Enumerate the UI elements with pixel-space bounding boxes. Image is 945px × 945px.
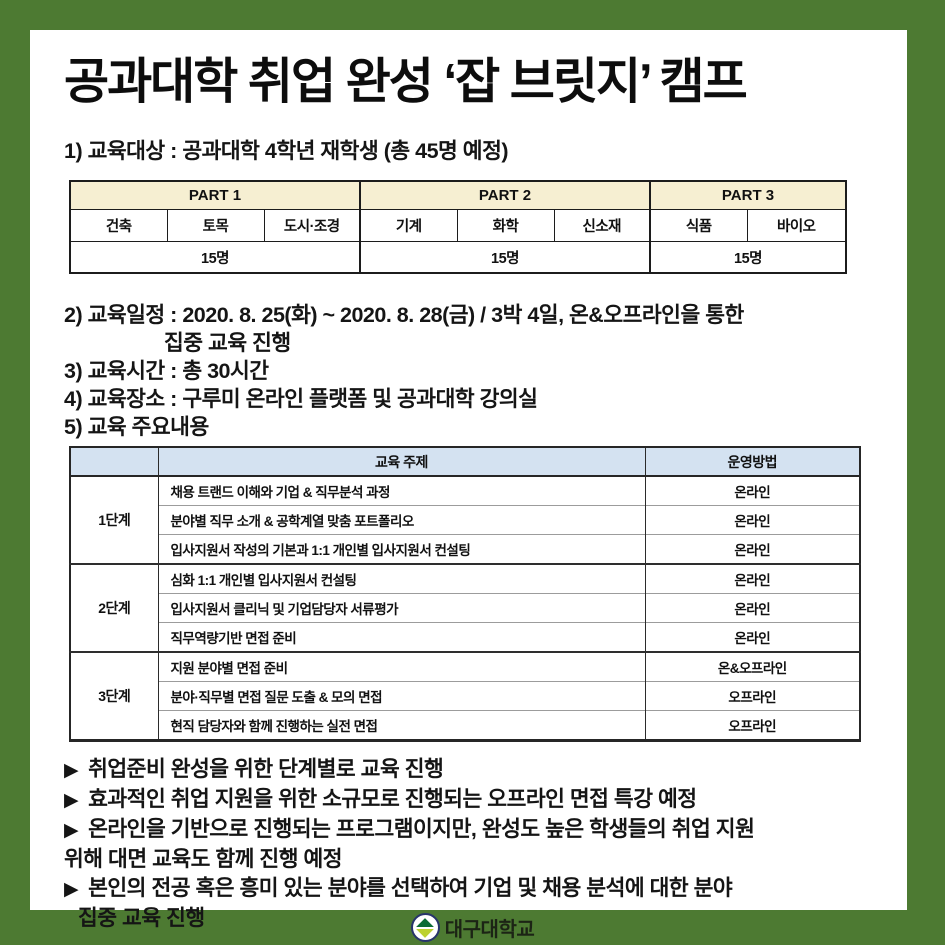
note-line-continuation: 위해 대면 교육도 함께 진행 예정 — [64, 847, 343, 871]
method-cell: 오프라인 — [644, 710, 861, 741]
topic-cell: 입사지원서 작성의 기본과 1:1 개인별 입사지원서 컨설팅 — [157, 534, 646, 564]
poster-content: 공과대학 취업 완성 ‘잡 브릿지’ 캠프 1) 교육대상 : 공과대학 4학년… — [30, 30, 907, 930]
triangle-bullet-icon: ▶ — [64, 790, 79, 811]
table-row: 현직 담당자와 함께 진행하는 실전 면접 오프라인 — [70, 710, 861, 741]
capacity-cell: 15명 — [359, 241, 651, 274]
major-cell: 건축 — [69, 209, 168, 242]
note-text: 온라인을 기반으로 진행되는 프로그램이지만, 완성도 높은 학생들의 취업 지… — [88, 817, 755, 841]
note-line: ▶ 본인의 전공 혹은 흥미 있는 분야를 선택하여 기업 및 채용 분석에 대한… — [64, 874, 883, 904]
info-item-main-content: 5) 교육 주요내용 — [64, 415, 209, 439]
parts-header-part2: PART 2 — [359, 180, 651, 210]
parts-majors-row: 건축 토목 도시·조경 기계 화학 신소재 식품 바이오 — [69, 209, 847, 242]
triangle-bullet-icon: ▶ — [64, 820, 79, 841]
method-cell: 온라인 — [644, 622, 861, 652]
info-item-schedule-cont: 집중 교육 진행 — [164, 331, 291, 355]
topic-cell: 채용 트랜드 이해와 기업 & 직무분석 과정 — [157, 475, 646, 506]
method-cell: 온라인 — [644, 563, 861, 594]
note-line: ▶ 온라인을 기반으로 진행되는 프로그램이지만, 완성도 높은 학생들의 취업 … — [64, 815, 883, 845]
topic-cell: 분야별 직무 소개 & 공학계열 맞춤 포트폴리오 — [157, 505, 646, 535]
curriculum-header-row: 교육 주제 운영방법 — [69, 447, 861, 477]
stage-cell: 1단계 — [69, 475, 159, 564]
university-emblem-icon — [410, 913, 440, 942]
table-row: 입사지원서 클리닉 및 기업담당자 서류평가 온라인 — [70, 593, 861, 623]
method-header-cell: 운영방법 — [644, 447, 861, 477]
university-name: 대구대학교 — [444, 919, 535, 941]
footer: 대구대학교 — [0, 910, 945, 945]
table-row: 분야·직무별 면접 질문 도출 & 모의 면접 오프라인 — [70, 681, 861, 711]
note-line-continuation: 집중 교육 진행 — [78, 906, 205, 930]
method-cell: 온라인 — [644, 593, 861, 623]
table-row: 2단계 심화 1:1 개인별 입사지원서 컨설팅 온라인 — [69, 563, 861, 652]
capacity-cell: 15명 — [69, 241, 361, 274]
major-cell: 기계 — [359, 209, 458, 242]
info-item-hours: 3) 교육시간 : 총 30시간 — [64, 359, 269, 383]
info-item-target: 1) 교육대상 : 공과대학 4학년 재학생 (총 45명 예정) — [64, 139, 509, 163]
note-text: 효과적인 취업 지원을 위한 소규모로 진행되는 오프라인 면접 특강 예정 — [88, 787, 697, 811]
parts-table: PART 1 PART 2 PART 3 건축 토목 도시·조경 기계 화학 신… — [69, 180, 848, 274]
parts-header-part3: PART 3 — [648, 180, 847, 210]
stage-header-cell — [69, 447, 159, 477]
emblem-diamond-shape — [415, 917, 436, 938]
major-cell: 신소재 — [553, 209, 651, 242]
note-line: ▶ 효과적인 취업 지원을 위한 소규모로 진행되는 오프라인 면접 특강 예정 — [64, 785, 883, 815]
topic-cell: 직무역량기반 면접 준비 — [157, 622, 646, 652]
note-text: 본인의 전공 혹은 흥미 있는 분야를 선택하여 기업 및 채용 분석에 대한 … — [88, 876, 733, 900]
notes-section: ▶ 취업준비 완성을 위한 단계별로 교육 진행 ▶ 효과적인 취업 지원을 위한 … — [64, 755, 883, 933]
major-cell: 도시·조경 — [263, 209, 361, 242]
note-line: ▶ 취업준비 완성을 위한 단계별로 교육 진행 — [64, 755, 883, 785]
triangle-bullet-icon: ▶ — [64, 760, 79, 781]
table-row: 3단계 지원 분야별 면접 준비 온&오프라인 — [69, 651, 861, 741]
info-item-location: 4) 교육장소 : 구루미 온라인 플랫폼 및 공과대학 강의실 — [64, 387, 538, 411]
stage-cell: 3단계 — [69, 651, 159, 741]
table-row: 1단계 채용 트랜드 이해와 기업 & 직무분석 과정 온라인 — [69, 475, 861, 564]
capacity-cell: 15명 — [648, 241, 847, 274]
table-row: 입사지원서 작성의 기본과 1:1 개인별 입사지원서 컨설팅 온라인 — [70, 534, 861, 564]
triangle-bullet-icon: ▶ — [64, 879, 79, 900]
major-cell: 토목 — [166, 209, 265, 242]
topic-cell: 지원 분야별 면접 준비 — [157, 651, 646, 682]
info-item-schedule: 2) 교육일정 : 2020. 8. 25(화) ~ 2020. 8. 28(금… — [64, 303, 744, 327]
topic-header-cell: 교육 주제 — [157, 447, 646, 477]
method-cell: 온&오프라인 — [644, 651, 861, 682]
method-cell: 온라인 — [644, 505, 861, 535]
stage-cell: 2단계 — [69, 563, 159, 652]
major-cell: 식품 — [649, 209, 748, 242]
table-row: 분야별 직무 소개 & 공학계열 맞춤 포트폴리오 온라인 — [70, 505, 861, 535]
parts-header-part1: PART 1 — [69, 180, 361, 210]
method-cell: 온라인 — [644, 534, 861, 564]
topic-cell: 심화 1:1 개인별 입사지원서 컨설팅 — [157, 563, 646, 594]
topic-cell: 현직 담당자와 함께 진행하는 실전 면접 — [157, 710, 646, 741]
major-cell: 화학 — [456, 209, 555, 242]
parts-header-row: PART 1 PART 2 PART 3 — [69, 180, 847, 210]
note-text: 취업준비 완성을 위한 단계별로 교육 진행 — [88, 757, 444, 781]
major-cell: 바이오 — [746, 209, 847, 242]
curriculum-table: 교육 주제 운영방법 1단계 채용 트랜드 이해와 기업 & 직무분석 과정 온… — [69, 446, 861, 742]
table-row: 직무역량기반 면접 준비 온라인 — [70, 622, 861, 652]
topic-cell: 입사지원서 클리닉 및 기업담당자 서류평가 — [157, 593, 646, 623]
page-title: 공과대학 취업 완성 ‘잡 브릿지’ 캠프 — [64, 55, 748, 109]
method-cell: 오프라인 — [644, 681, 861, 711]
topic-cell: 분야·직무별 면접 질문 도출 & 모의 면접 — [157, 681, 646, 711]
method-cell: 온라인 — [644, 475, 861, 506]
parts-capacity-row: 15명 15명 15명 — [69, 241, 847, 274]
